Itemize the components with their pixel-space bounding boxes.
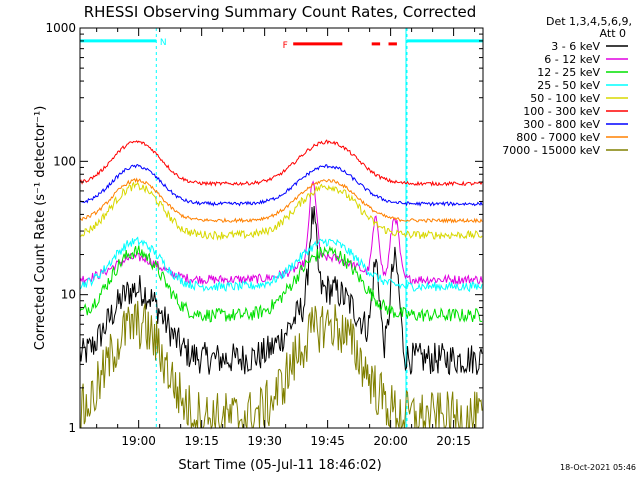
x-axis-label: Start Time (05-Jul-11 18:46:02)	[178, 458, 381, 473]
legend-label-0: 3 - 6 keV	[551, 40, 600, 53]
axes: 1 10 100 1000 19:00 19:15 19:30 19:45 20:00 20:15	[45, 21, 483, 448]
legend-header-line-2: Att 0	[600, 27, 626, 40]
legend-label-3: 25 - 50 keV	[537, 79, 600, 92]
series-line-6	[79, 164, 483, 207]
series-line-7	[79, 177, 483, 224]
series-line-2	[79, 245, 483, 323]
legend-label-2: 12 - 25 keV	[537, 66, 600, 79]
interval-label-0: N	[160, 38, 167, 48]
x-tick-label-4: 20:00	[373, 434, 408, 448]
legend-header-line-1: Det 1,3,4,5,6,9,	[546, 15, 632, 28]
legend-label-8: 7000 - 15000 keV	[502, 144, 600, 157]
series-line-3	[79, 236, 483, 293]
y-axis-label: Corrected Count Rate (s⁻¹ detector⁻¹)	[33, 106, 48, 351]
chart-title: RHESSI Observing Summary Count Rates, Co…	[84, 3, 477, 21]
series-line-5	[79, 139, 483, 187]
y-tick-label-0: 1	[68, 421, 76, 435]
legend-label-4: 50 - 100 keV	[530, 92, 600, 105]
series-line-8	[80, 300, 483, 430]
legend-label-7: 800 - 7000 keV	[516, 131, 600, 144]
footer-timestamp: 18-Oct-2021 05:46	[560, 463, 636, 472]
y-tick-label-3: 1000	[45, 21, 76, 35]
series-line-4	[80, 181, 483, 241]
x-tick-label-5: 20:15	[436, 434, 471, 448]
y-tick-label-2: 100	[53, 154, 76, 168]
legend-label-1: 6 - 12 keV	[544, 53, 600, 66]
series-line-0	[79, 205, 483, 376]
x-tick-label-1: 19:15	[184, 434, 219, 448]
legend-label-5: 100 - 300 keV	[523, 105, 600, 118]
plot-frame	[79, 27, 484, 429]
y-tick-label-1: 10	[61, 288, 76, 302]
x-tick-label-0: 19:00	[121, 434, 156, 448]
x-tick-label-3: 19:45	[310, 434, 345, 448]
x-tick-label-2: 19:30	[247, 434, 282, 448]
legend-label-6: 300 - 800 keV	[523, 118, 600, 131]
interval-label-2: F	[283, 41, 288, 51]
